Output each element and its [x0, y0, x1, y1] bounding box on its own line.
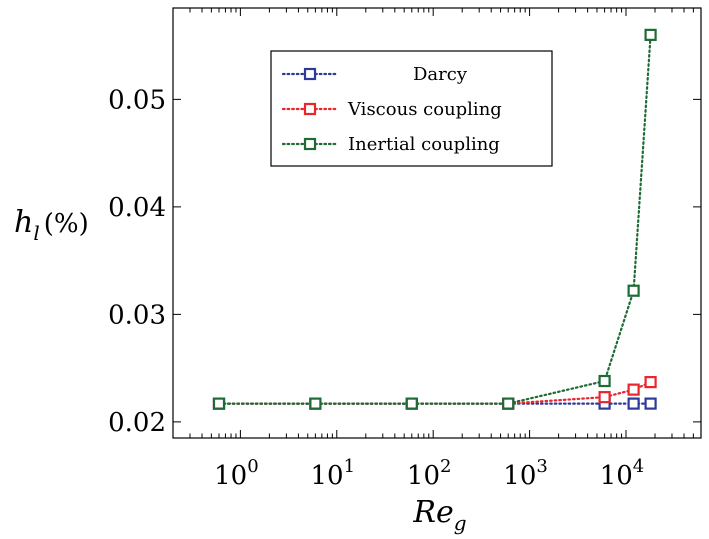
x-tick-label: 100 — [214, 456, 259, 491]
x-axis-label-sub: g — [454, 511, 467, 535]
y-tick-labels: 0.02 0.03 0.04 0.05 — [108, 85, 166, 438]
x-tick-label-exponent: 2 — [440, 456, 451, 477]
data-point — [309, 397, 322, 410]
x-tick-label-base: 10 — [600, 461, 633, 491]
plot-frame-group — [172, 7, 702, 439]
y-axis-label-unit: (%) — [44, 209, 89, 239]
x-tick-label-base: 10 — [311, 461, 344, 491]
data-point — [212, 397, 226, 410]
y-axis-label-sub: l — [33, 221, 39, 245]
legend: Darcy Viscous coupling Inertial coupling — [270, 50, 553, 167]
data-point — [644, 376, 657, 389]
data-point — [598, 374, 611, 388]
x-tick-label-base: 10 — [214, 461, 247, 491]
data-point — [598, 391, 611, 404]
data-point — [405, 397, 418, 410]
x-tick-label: 101 — [311, 456, 356, 491]
legend-marker — [303, 137, 317, 151]
x-tick-label-exponent: 0 — [247, 456, 258, 477]
y-tick-label: 0.04 — [108, 193, 166, 223]
legend-label: Viscous coupling — [347, 99, 502, 120]
data-point — [627, 284, 640, 297]
y-tick-label: 0.02 — [108, 408, 166, 438]
data-point — [627, 383, 640, 396]
x-tick-label-base: 10 — [407, 461, 440, 491]
x-tick-labels: 100 101 102 103 104 — [214, 456, 644, 491]
x-tick-label-exponent: 3 — [536, 456, 547, 477]
data-point — [627, 397, 640, 410]
x-tick-label-base: 10 — [503, 461, 536, 491]
x-tick-label: 102 — [407, 456, 452, 491]
x-axis-label: Reg — [412, 495, 466, 535]
axis-ticks — [172, 8, 702, 438]
y-tick-label: 0.05 — [108, 85, 166, 115]
legend-box — [270, 50, 553, 167]
data-point — [644, 397, 657, 410]
legend-marker — [303, 67, 317, 81]
y-tick-label: 0.03 — [108, 300, 166, 330]
svg-text:hl(%): hl (%) — [14, 205, 89, 245]
data-point — [502, 397, 515, 410]
legend-label: Darcy — [413, 64, 468, 85]
x-tick-label: 103 — [503, 456, 548, 491]
x-tick-label-exponent: 1 — [344, 456, 355, 477]
y-axis-label-main: h — [14, 205, 33, 240]
data-point — [644, 28, 657, 41]
legend-label: Inertial coupling — [348, 134, 500, 155]
series-markers — [212, 28, 657, 410]
x-axis-label-main: Re — [412, 495, 453, 530]
svg-text:Reg: Reg — [412, 495, 466, 535]
x-tick-label: 104 — [600, 456, 645, 491]
y-axis-label: hl (%) — [14, 205, 89, 245]
x-tick-label-exponent: 4 — [633, 456, 644, 477]
legend-marker — [303, 102, 317, 116]
plot-frame — [172, 7, 702, 439]
